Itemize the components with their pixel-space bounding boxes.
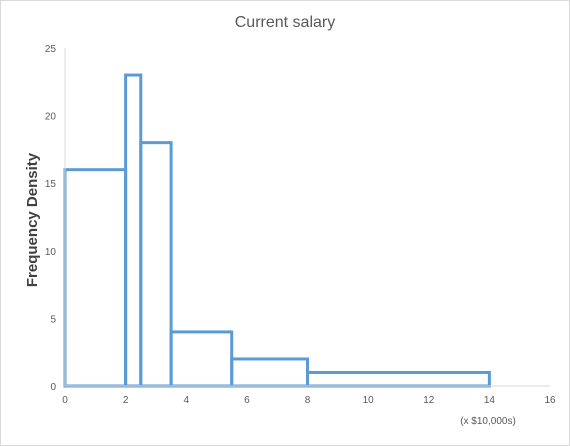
histogram-bar: [230, 357, 309, 388]
x-axis-unit-label: (x $10,000s): [460, 416, 516, 427]
y-tick-label: 0: [50, 382, 56, 393]
x-tick-label: 10: [363, 395, 375, 406]
y-tick-label: 15: [45, 179, 57, 190]
histogram-bar: [124, 73, 143, 388]
x-tick-label: 14: [484, 395, 496, 406]
y-axis: 0 5 10 15 20 25: [45, 44, 57, 393]
histogram-bar: [169, 330, 234, 388]
x-tick-label: 16: [544, 395, 556, 406]
y-tick-label: 20: [45, 112, 57, 123]
histogram-bar: [139, 141, 173, 388]
x-tick-label: 6: [244, 395, 250, 406]
histogram-bar: [63, 168, 128, 388]
y-tick-label: 25: [45, 44, 57, 55]
x-tick-label: 12: [423, 395, 435, 406]
y-axis-label: Frequency Density: [24, 152, 41, 287]
x-tick-label: 4: [183, 395, 189, 406]
x-axis: 0 2 4 6 8 10 12 14 16: [62, 395, 556, 406]
y-tick-label: 5: [50, 314, 56, 325]
histogram-bar: [306, 370, 491, 388]
chart-title: Current salary: [235, 14, 335, 31]
histogram-bars: [63, 73, 491, 388]
x-tick-label: 0: [62, 395, 68, 406]
x-tick-label: 8: [305, 395, 311, 406]
x-tick-label: 2: [123, 395, 129, 406]
y-tick-label: 10: [45, 247, 57, 258]
